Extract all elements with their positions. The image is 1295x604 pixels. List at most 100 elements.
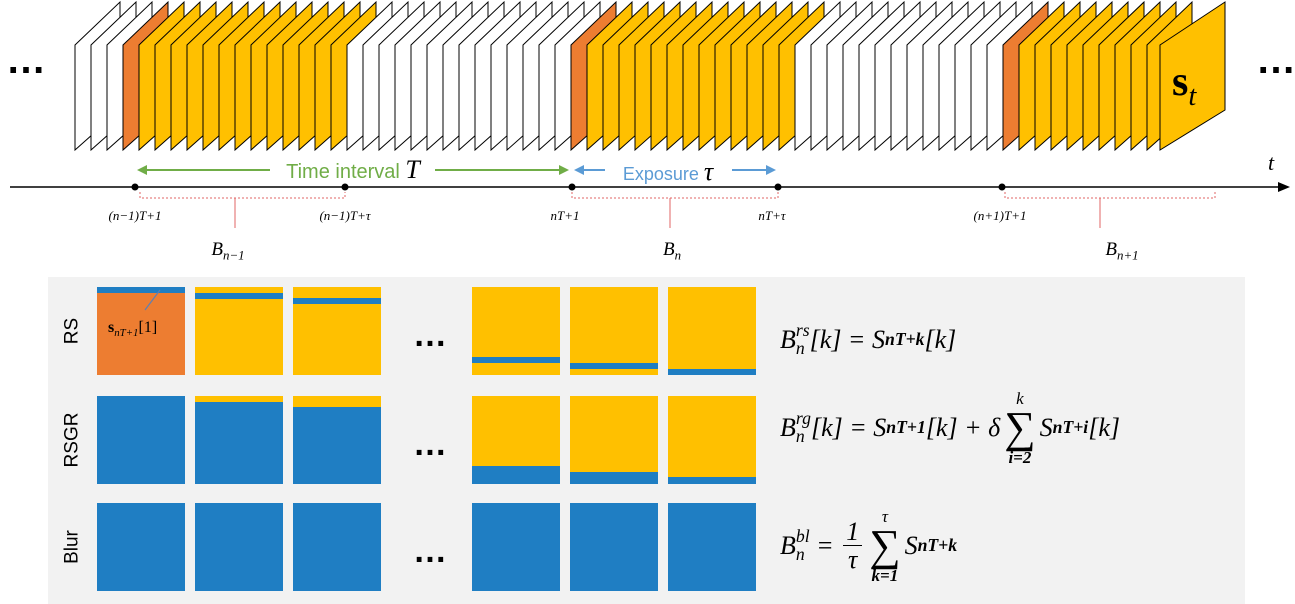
ellipsis: … xyxy=(413,318,447,352)
block-label: Bn xyxy=(663,240,681,262)
cell-band xyxy=(668,396,756,477)
bracket xyxy=(1005,192,1215,198)
eq-sum: τ∑k=1 xyxy=(869,508,900,584)
row-label: RSGR xyxy=(63,413,82,468)
eq-part: B xyxy=(780,533,796,559)
exposure-label: Exposure τ xyxy=(619,159,717,185)
cell-band xyxy=(195,396,283,402)
arrow-head xyxy=(574,165,584,175)
eq-sub: nT+1 xyxy=(886,419,926,437)
ellipsis: … xyxy=(6,40,46,80)
symbol: τ xyxy=(704,157,713,186)
tick-label: nT+1 xyxy=(550,209,579,222)
tick-label: (n−1)T+1 xyxy=(109,209,162,222)
dot xyxy=(999,184,1006,191)
cell-band xyxy=(570,396,658,472)
block-brackets xyxy=(140,192,1215,198)
row-label: Blur xyxy=(63,530,82,564)
cell xyxy=(195,396,283,484)
sum-sign: ∑ xyxy=(1004,407,1035,449)
tick-label: nT+τ xyxy=(758,209,785,222)
cell xyxy=(97,396,185,484)
label-text: Exposure xyxy=(623,164,699,184)
symbol: B xyxy=(663,239,675,260)
interval-label: Time interval T xyxy=(282,157,424,183)
index: [1] xyxy=(139,319,158,336)
cell xyxy=(668,287,756,375)
eq-part: [k] + δ xyxy=(926,415,1000,441)
dot xyxy=(132,184,139,191)
eq-part: S xyxy=(1040,415,1053,441)
subscript: n xyxy=(675,248,681,263)
cell xyxy=(570,287,658,375)
eq-sub: nT+k xyxy=(918,537,958,555)
subscript: nT+1 xyxy=(114,327,138,339)
subscript: n+1 xyxy=(1117,248,1139,263)
cell-band xyxy=(293,396,381,407)
axis-label: t xyxy=(1268,152,1274,174)
cell-band xyxy=(570,363,658,369)
sum-lower: k=1 xyxy=(872,567,899,584)
eq-part: S xyxy=(905,533,918,559)
label-text: Time interval xyxy=(286,161,400,183)
cell-band xyxy=(97,287,185,293)
cell-band xyxy=(293,298,381,304)
tick-label: (n+1)T+1 xyxy=(974,209,1027,222)
time-axis-arrow xyxy=(1278,182,1290,192)
cell-label: snT+1[1] xyxy=(108,320,157,339)
cell xyxy=(195,287,283,375)
symbol: B xyxy=(1105,239,1117,260)
subscript: n−1 xyxy=(223,248,245,263)
cell xyxy=(472,503,560,591)
eq-part: [k] xyxy=(1088,415,1120,441)
eq-part: B xyxy=(780,327,796,353)
cell xyxy=(293,503,381,591)
dot xyxy=(569,184,576,191)
symbol: s xyxy=(1172,59,1188,105)
frame-stack xyxy=(75,2,1225,150)
subscript: t xyxy=(1188,81,1196,112)
ellipsis: … xyxy=(413,534,447,568)
arrow-head xyxy=(137,165,147,175)
dot xyxy=(342,184,349,191)
eq-sub: nT+i xyxy=(1053,419,1089,437)
block-label: Bn+1 xyxy=(1105,240,1138,262)
ellipsis: … xyxy=(413,427,447,461)
cell xyxy=(668,503,756,591)
diagram-graphics xyxy=(0,0,1295,604)
eq-sub: nT+k xyxy=(885,331,925,349)
arrow-head xyxy=(559,165,569,175)
cell-band xyxy=(195,293,283,299)
eq-part: B xyxy=(780,415,796,441)
tick-label: (n−1)T+τ xyxy=(319,209,370,222)
eq-part: [k] = S xyxy=(810,327,885,353)
row-label: RS xyxy=(63,318,82,344)
eq-part: [k] = S xyxy=(811,415,886,441)
sum-lower: i=2 xyxy=(1008,449,1031,466)
denominator: τ xyxy=(848,546,857,573)
block-label: Bn−1 xyxy=(211,240,244,262)
symbol: T xyxy=(405,155,419,184)
dot xyxy=(775,184,782,191)
symbol: B xyxy=(211,239,223,260)
eq-sub: n xyxy=(796,340,810,358)
eq-sum: k∑i=2 xyxy=(1004,390,1035,466)
bracket xyxy=(140,192,345,198)
cell-band xyxy=(668,369,756,375)
sum-sign: ∑ xyxy=(869,525,900,567)
cell-band xyxy=(472,396,560,466)
bracket xyxy=(572,192,778,198)
cell xyxy=(97,503,185,591)
numerator: 1 xyxy=(843,518,862,546)
cell xyxy=(293,396,381,484)
frame-label: st xyxy=(1172,60,1196,112)
cell xyxy=(195,503,283,591)
cell-band xyxy=(472,357,560,363)
eq-sub: n xyxy=(796,546,810,564)
